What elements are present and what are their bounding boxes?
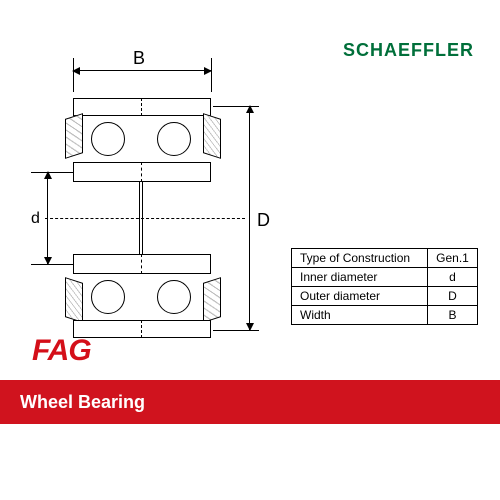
- table-row: WidthB: [292, 306, 478, 325]
- product-title: Wheel Bearing: [20, 392, 145, 413]
- seal: [65, 277, 83, 323]
- specification-table: Type of ConstructionGen.1Inner diameterd…: [291, 248, 478, 325]
- spec-key: Outer diameter: [292, 287, 428, 306]
- product-figure: SCHAEFFLER FAG B d D Typ: [0, 0, 500, 500]
- dim-inner-dia-label: d: [31, 210, 40, 228]
- table-row: Outer diameterD: [292, 287, 478, 306]
- outer-ring: [73, 98, 211, 116]
- spec-value: d: [428, 268, 478, 287]
- rolling-element: [91, 122, 125, 156]
- rolling-element: [157, 122, 191, 156]
- seal: [65, 113, 83, 159]
- spec-key: Width: [292, 306, 428, 325]
- spec-value: B: [428, 306, 478, 325]
- split-line: [141, 162, 142, 182]
- split-line: [141, 320, 142, 338]
- inner-ring: [73, 162, 211, 182]
- spec-value: Gen.1: [428, 249, 478, 268]
- split-line: [141, 254, 142, 274]
- dim-width-label: B: [133, 48, 145, 69]
- outer-ring: [73, 320, 211, 338]
- schaeffler-logo: SCHAEFFLER: [343, 40, 474, 61]
- dim-inner-dia-extension: [31, 264, 73, 265]
- spec-key: Inner diameter: [292, 268, 428, 287]
- table-row: Type of ConstructionGen.1: [292, 249, 478, 268]
- seal: [203, 277, 221, 323]
- rolling-element: [91, 280, 125, 314]
- dim-outer-dia-line: [249, 106, 250, 330]
- dim-width-line: [73, 70, 211, 71]
- table-row: Inner diameterd: [292, 268, 478, 287]
- centerline: [45, 218, 245, 219]
- spec-key: Type of Construction: [292, 249, 428, 268]
- dim-inner-dia-line: [47, 172, 48, 264]
- specification-table-body: Type of ConstructionGen.1Inner diameterd…: [292, 249, 478, 325]
- fag-logo: FAG: [32, 334, 91, 368]
- inner-ring: [73, 254, 211, 274]
- seal: [203, 113, 221, 159]
- bearing-cross-section: B d D: [45, 58, 275, 318]
- product-title-bar: Wheel Bearing: [0, 380, 500, 424]
- dim-inner-dia-extension: [31, 172, 73, 173]
- dim-width-extension: [211, 58, 212, 92]
- dim-outer-dia-label: D: [257, 210, 270, 231]
- rolling-element: [157, 280, 191, 314]
- spec-value: D: [428, 287, 478, 306]
- split-line: [141, 98, 142, 116]
- dim-width-extension: [73, 58, 74, 92]
